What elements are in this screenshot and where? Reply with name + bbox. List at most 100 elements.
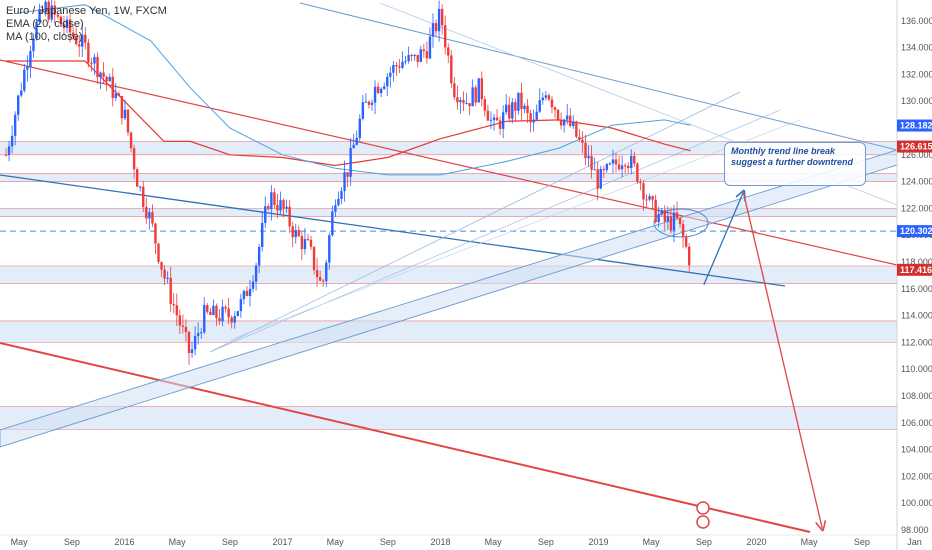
candle-body (291, 226, 294, 238)
candle-body (29, 51, 32, 67)
time-tick-label: May (643, 537, 661, 547)
candle-body (142, 186, 145, 208)
candle-body (227, 308, 230, 318)
candle-body (450, 55, 453, 84)
candle-body (248, 288, 252, 297)
candle-body (300, 236, 304, 250)
ema-line (6, 60, 691, 167)
candle-body (453, 83, 456, 98)
candle-body (492, 117, 496, 120)
candle-body (56, 14, 60, 17)
time-tick-label: 2018 (430, 537, 450, 547)
price-tick-label: 100.000 (901, 498, 932, 508)
candle-body (688, 246, 691, 266)
candle-body (489, 119, 493, 121)
candle-body (666, 216, 670, 222)
candle-body (532, 119, 535, 123)
price-tag (897, 263, 932, 276)
symbol-label[interactable]: Euro / Japanese Yen, 1W, FXCM (6, 5, 167, 17)
candle-body (151, 212, 154, 224)
candle-body (547, 95, 551, 100)
candle-body (550, 99, 554, 108)
chart-legend: Euro / Japanese Yen, 1W, FXCM EMA (20, c… (6, 5, 167, 44)
candle-body (53, 5, 56, 15)
price-tick-label: 126.000 (901, 150, 932, 160)
candle-body (10, 135, 14, 147)
candles (4, 0, 691, 365)
candle-body (322, 280, 325, 282)
candle-body (257, 246, 261, 266)
candle-body (495, 117, 499, 121)
zone-band (0, 173, 897, 182)
candle-body (254, 265, 258, 282)
candle-body (212, 305, 215, 315)
candle-body (639, 181, 642, 184)
ma-label[interactable]: MA (100, close) (6, 31, 83, 43)
candle-body (242, 290, 246, 300)
candle-body (193, 335, 197, 350)
candle-body (276, 204, 279, 211)
candle-body (428, 36, 432, 59)
price-tag-label: 120.302 (900, 226, 932, 236)
candle-body (517, 92, 520, 111)
time-tick-label: 2020 (746, 537, 766, 547)
candle-body (660, 210, 663, 215)
candle-body (642, 183, 645, 200)
annotation-note[interactable]: Monthly trend line break suggest a furth… (724, 142, 866, 186)
price-tick-label: 134.000 (901, 43, 932, 53)
time-tick-label: Sep (380, 537, 396, 547)
candle-body (209, 311, 212, 315)
candle-body (99, 72, 102, 78)
time-tick-label: Sep (222, 537, 238, 547)
price-tag-label: 117.416 (900, 265, 932, 275)
candle-body (505, 104, 508, 113)
candle-body (334, 205, 337, 212)
candle-body (636, 163, 639, 182)
support-resistance-zones (0, 141, 897, 430)
candle-body (157, 243, 160, 262)
candle-body (379, 88, 383, 94)
price-tick-label: 110.000 (901, 364, 932, 374)
candle-body (617, 164, 621, 170)
projection-arrows (696, 192, 822, 528)
candle-body (483, 99, 487, 111)
ema-label[interactable]: EMA (20, close) (6, 18, 84, 30)
candle-body (270, 192, 273, 210)
candle-body (501, 112, 505, 129)
candle-body (398, 66, 401, 68)
candle-body (154, 223, 157, 244)
price-tick-label: 112.000 (901, 337, 932, 347)
breakout-highlight-ellipse (653, 208, 709, 238)
candle-body (285, 206, 288, 209)
downtrend-projection-arrow (742, 192, 822, 528)
candle-body (178, 315, 182, 326)
candle-body (471, 87, 474, 107)
candle-body (65, 19, 69, 29)
candle-body (139, 186, 142, 188)
candle-body (71, 32, 75, 37)
time-axis[interactable]: May Sep 2016 May Sep 2017 May Sep 2018 May Sep 2019… (0, 534, 922, 547)
candle-body (47, 1, 50, 20)
price-tag (897, 119, 932, 132)
blue-trendline-descending (0, 174, 786, 287)
candle-body (434, 23, 438, 32)
candle-body (203, 305, 206, 333)
price-axis[interactable]: 136.000134.000132.000130.000128.000126.0… (896, 0, 932, 550)
candle-body (654, 199, 657, 223)
candle-body (578, 136, 581, 140)
candle-body (553, 107, 557, 110)
candle-body (559, 119, 563, 126)
candle-body (123, 109, 127, 119)
price-tick-label: 106.000 (901, 418, 932, 428)
event-marker-icon (696, 501, 710, 515)
fan-line-3 (229, 119, 801, 341)
candle-body (340, 190, 343, 199)
candle-body (349, 148, 352, 177)
candle-body (370, 102, 374, 105)
candle-body (416, 54, 419, 62)
candle-body (413, 54, 416, 57)
candle-body (401, 61, 404, 68)
candle-body (4, 154, 8, 156)
candle-body (267, 206, 270, 210)
